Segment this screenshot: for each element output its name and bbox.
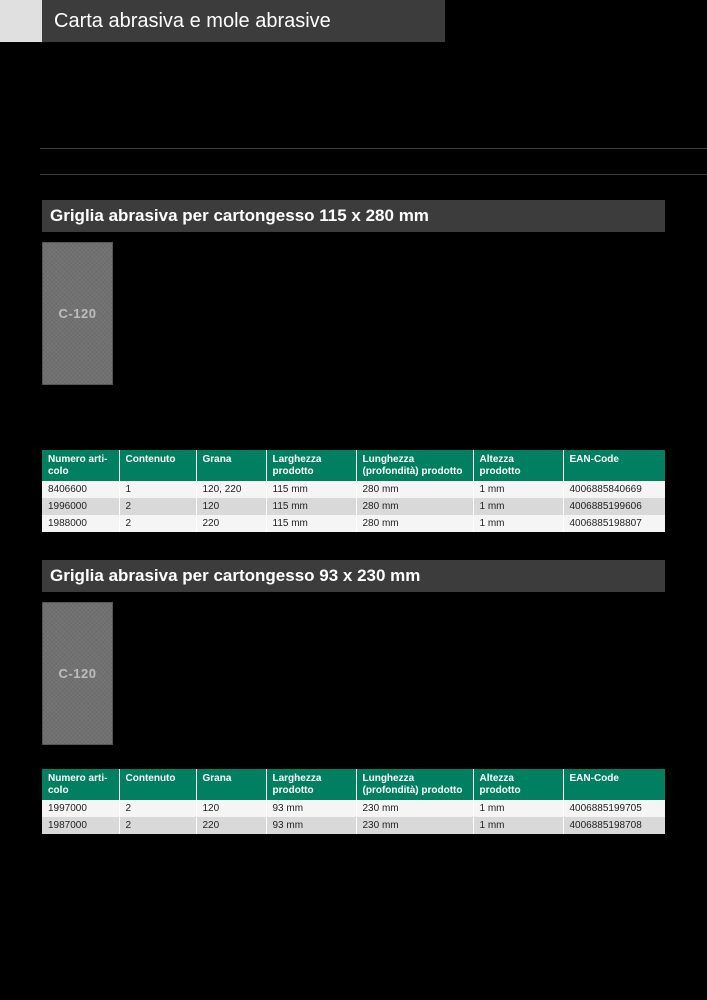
section-title: Griglia abrasiva per cartongesso 115 x 2… [42,200,665,232]
table-row: 8406600 1 120, 220 115 mm 280 mm 1 mm 40… [42,481,665,498]
table-row: 1988000 2 220 115 mm 280 mm 1 mm 4006885… [42,515,665,532]
col-header-grana: Grana [196,769,266,800]
product-image-label: C-120 [59,666,97,681]
spacer [42,385,665,450]
cell-grana: 220 [196,515,266,532]
cell-numero: 1996000 [42,498,119,515]
col-header-larghezza: Larghezza prodotto [266,769,356,800]
table-header-row: Numero arti-colo Contenuto Grana Larghez… [42,450,665,481]
cell-larghezza: 115 mm [266,481,356,498]
cell-lunghezza: 280 mm [356,481,473,498]
section-title: Griglia abrasiva per cartongesso 93 x 23… [42,560,665,592]
cell-lunghezza: 280 mm [356,515,473,532]
product-image: C-120 [42,602,113,745]
cell-ean: 4006885198708 [563,817,665,834]
product-image: C-120 [42,242,113,385]
table-row: 1997000 2 120 93 mm 230 mm 1 mm 40068851… [42,800,665,817]
col-header-numero: Numero arti-colo [42,450,119,481]
table-header-row: Numero arti-colo Contenuto Grana Larghez… [42,769,665,800]
page-header-wrap: Carta abrasiva e mole abrasive [0,0,707,42]
section-93x230: Griglia abrasiva per cartongesso 93 x 23… [0,560,707,834]
cell-ean: 4006885199705 [563,800,665,817]
col-header-altezza: Altezza prodotto [473,769,563,800]
cell-numero: 1987000 [42,817,119,834]
cell-grana: 220 [196,817,266,834]
col-header-contenuto: Contenuto [119,450,196,481]
col-header-lunghezza: Lunghezza (profondità) prodotto [356,450,473,481]
cell-larghezza: 115 mm [266,515,356,532]
section-115x280: Griglia abrasiva per cartongesso 115 x 2… [0,200,707,532]
cell-grana: 120 [196,800,266,817]
cell-grana: 120 [196,498,266,515]
cell-altezza: 1 mm [473,481,563,498]
col-header-ean: EAN-Code [563,450,665,481]
table-row: 1996000 2 120 115 mm 280 mm 1 mm 4006885… [42,498,665,515]
page-header-stub [0,0,42,42]
col-header-larghezza: Larghezza prodotto [266,450,356,481]
cell-contenuto: 2 [119,515,196,532]
col-header-contenuto: Contenuto [119,769,196,800]
cell-grana: 120, 220 [196,481,266,498]
cell-larghezza: 93 mm [266,817,356,834]
cell-larghezza: 115 mm [266,498,356,515]
cell-altezza: 1 mm [473,515,563,532]
cell-numero: 8406600 [42,481,119,498]
col-header-altezza: Altezza prodotto [473,450,563,481]
cell-contenuto: 2 [119,800,196,817]
table-row: 1987000 2 220 93 mm 230 mm 1 mm 40068851… [42,817,665,834]
cell-ean: 4006885198807 [563,515,665,532]
col-header-lunghezza: Lunghezza (profondità) prodotto [356,769,473,800]
cell-contenuto: 1 [119,481,196,498]
product-table: Numero arti-colo Contenuto Grana Larghez… [42,769,665,834]
cell-ean: 4006885840669 [563,481,665,498]
col-header-numero: Numero arti-colo [42,769,119,800]
divider-rule-1 [40,148,707,149]
page-title: Carta abrasiva e mole abrasive [54,10,331,33]
cell-ean: 4006885199606 [563,498,665,515]
section-title-text: Griglia abrasiva per cartongesso 115 x 2… [50,206,429,225]
col-header-grana: Grana [196,450,266,481]
spacer [42,745,665,769]
cell-lunghezza: 230 mm [356,817,473,834]
product-image-label: C-120 [59,306,97,321]
cell-lunghezza: 230 mm [356,800,473,817]
cell-numero: 1997000 [42,800,119,817]
cell-larghezza: 93 mm [266,800,356,817]
cell-altezza: 1 mm [473,498,563,515]
cell-contenuto: 2 [119,498,196,515]
section-title-text: Griglia abrasiva per cartongesso 93 x 23… [50,566,420,585]
cell-contenuto: 2 [119,817,196,834]
page-header: Carta abrasiva e mole abrasive [42,0,445,42]
cell-lunghezza: 280 mm [356,498,473,515]
product-table: Numero arti-colo Contenuto Grana Larghez… [42,450,665,532]
cell-numero: 1988000 [42,515,119,532]
cell-altezza: 1 mm [473,817,563,834]
col-header-ean: EAN-Code [563,769,665,800]
divider-rule-2 [40,174,707,175]
cell-altezza: 1 mm [473,800,563,817]
